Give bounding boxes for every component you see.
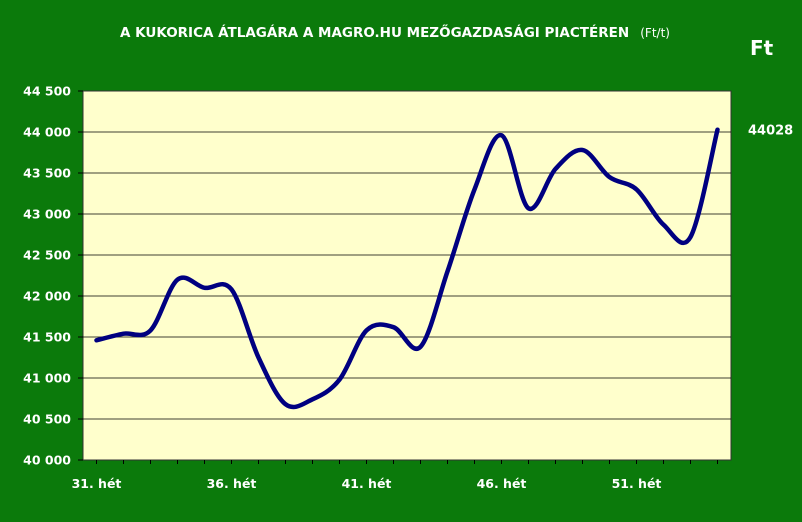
x-tick-label: 41. hét	[342, 476, 392, 491]
y-axis-ticks: 40 000 40 500 41 000 41 500 42 000 42 500 43 0…	[23, 84, 83, 468]
y-tick-label: 40 000	[23, 453, 71, 468]
last-value-label: 44028	[748, 124, 793, 139]
x-tick-label: 46. hét	[477, 476, 527, 491]
y-tick-label: 43 000	[23, 207, 71, 222]
gridlines	[83, 131, 731, 420]
plot-area	[82, 90, 732, 461]
series-line	[94, 127, 720, 410]
chart-title-main: A KUKORICA ÁTLAGÁRA A MAGRO.HU MEZŐGAZDA…	[120, 23, 629, 41]
y-tick-label: 44 000	[23, 125, 71, 140]
chart-title: A KUKORICA ÁTLAGÁRA A MAGRO.HU MEZŐGAZDA…	[120, 22, 670, 41]
y-tick-label: 41 500	[23, 330, 71, 345]
y-tick-label: 42 500	[23, 248, 71, 263]
y-tick-label: 41 000	[23, 371, 71, 386]
y-tick-label: 42 000	[23, 289, 71, 304]
chart-title-unit: (Ft/t)	[640, 26, 670, 40]
unit-label: Ft	[750, 36, 774, 60]
y-tick-label: 44 500	[23, 84, 71, 99]
x-tick-label: 31. hét	[72, 476, 122, 491]
chart-title-group: A KUKORICA ÁTLAGÁRA A MAGRO.HU MEZŐGAZDA…	[120, 22, 774, 60]
y-tick-label: 40 500	[23, 412, 71, 427]
x-axis-ticks: 31. hét 36. hét 41. hét 46. hét 51. hét	[72, 460, 718, 491]
y-tick-label: 43 500	[23, 166, 71, 181]
x-tick-label: 36. hét	[207, 476, 257, 491]
x-tick-label: 51. hét	[612, 476, 662, 491]
